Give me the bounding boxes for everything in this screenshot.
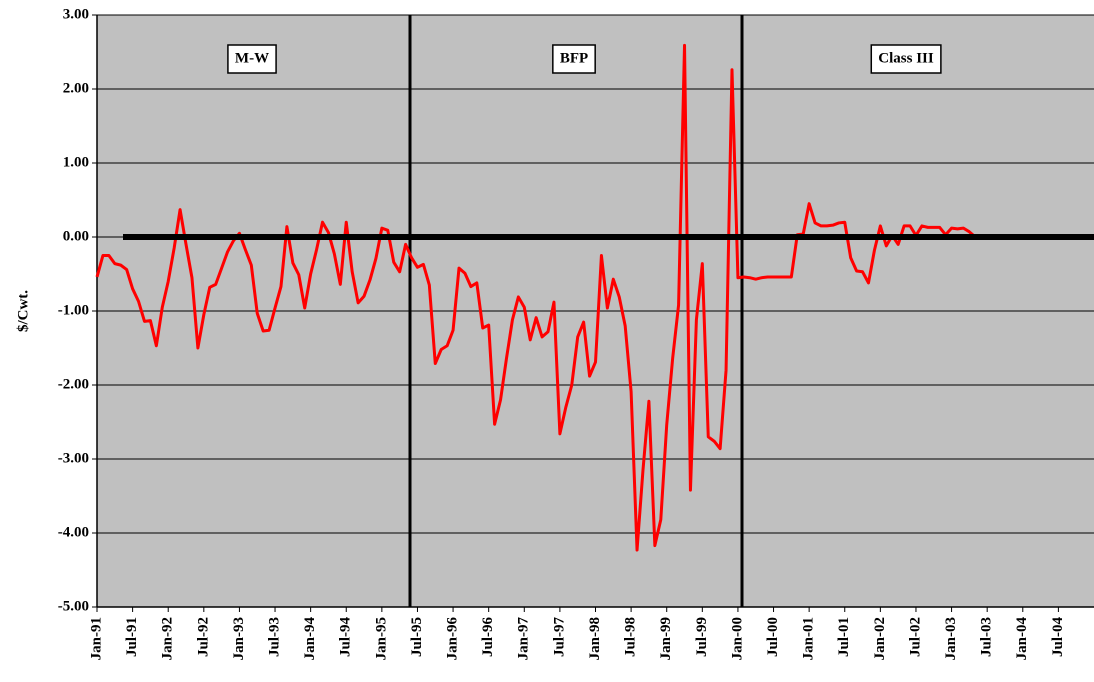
x-tick-label: Jul-99 [694, 617, 710, 657]
y-tick-label: -5.00 [58, 598, 89, 614]
x-tick-label: Jan-93 [231, 617, 247, 660]
x-tick-label: Jan-94 [302, 617, 318, 661]
annotation-box [552, 44, 596, 74]
x-tick-label: Jan-03 [943, 617, 959, 660]
annotation: Class III [870, 44, 942, 74]
y-tick-label: -3.00 [58, 450, 89, 466]
x-tick-label: Jan-95 [373, 617, 389, 660]
y-tick-label: -4.00 [58, 524, 89, 540]
annotation-text: Class III [878, 50, 934, 66]
x-tick-label: Jan-96 [445, 617, 461, 661]
x-tick-label: Jul-04 [1050, 617, 1066, 658]
y-tick-label: -2.00 [58, 376, 89, 392]
x-tick-label: Jul-01 [836, 617, 852, 657]
x-tick-label: Jan-01 [801, 617, 817, 660]
annotation-box [870, 44, 942, 74]
annotation: BFP [552, 44, 596, 74]
annotation-box [227, 44, 277, 74]
x-tick-label: Jan-02 [872, 617, 888, 660]
x-tick-label: Jul-00 [765, 617, 781, 657]
x-tick-label: Jul-91 [124, 617, 140, 657]
x-tick-label: Jul-94 [338, 617, 354, 658]
x-tick-label: Jan-99 [658, 617, 674, 660]
y-tick-label: 0.00 [63, 228, 89, 244]
y-tick-label: -1.00 [58, 302, 89, 318]
x-tick-label: Jan-04 [1014, 617, 1030, 661]
x-tick-label: Jul-92 [195, 617, 211, 657]
x-tick-label: Jul-03 [979, 617, 995, 657]
x-tick-label: Jan-97 [516, 617, 532, 661]
annotation-text: BFP [560, 50, 588, 66]
annotation: M-W [227, 44, 277, 74]
x-tick-label: Jul-02 [907, 617, 923, 657]
x-tick-label: Jul-93 [266, 617, 282, 657]
x-tick-label: Jul-98 [623, 617, 639, 657]
x-tick-label: Jul-96 [480, 617, 496, 658]
data-line [95, 43, 1077, 552]
x-tick-label: Jan-98 [587, 617, 603, 660]
y-axis-label: $/Cwt. [15, 290, 31, 332]
x-tick-label: Jul-95 [409, 617, 425, 657]
x-tick-label: Jan-00 [729, 617, 745, 660]
x-tick-label: Jan-91 [88, 617, 104, 660]
x-tick-label: Jan-92 [160, 617, 176, 660]
x-tick-label: Jul-97 [551, 617, 567, 658]
y-tick-label: 1.00 [63, 154, 89, 170]
y-tick-label: 2.00 [63, 80, 89, 96]
annotation-text: M-W [235, 50, 269, 66]
y-tick-label: 3.00 [63, 6, 89, 22]
